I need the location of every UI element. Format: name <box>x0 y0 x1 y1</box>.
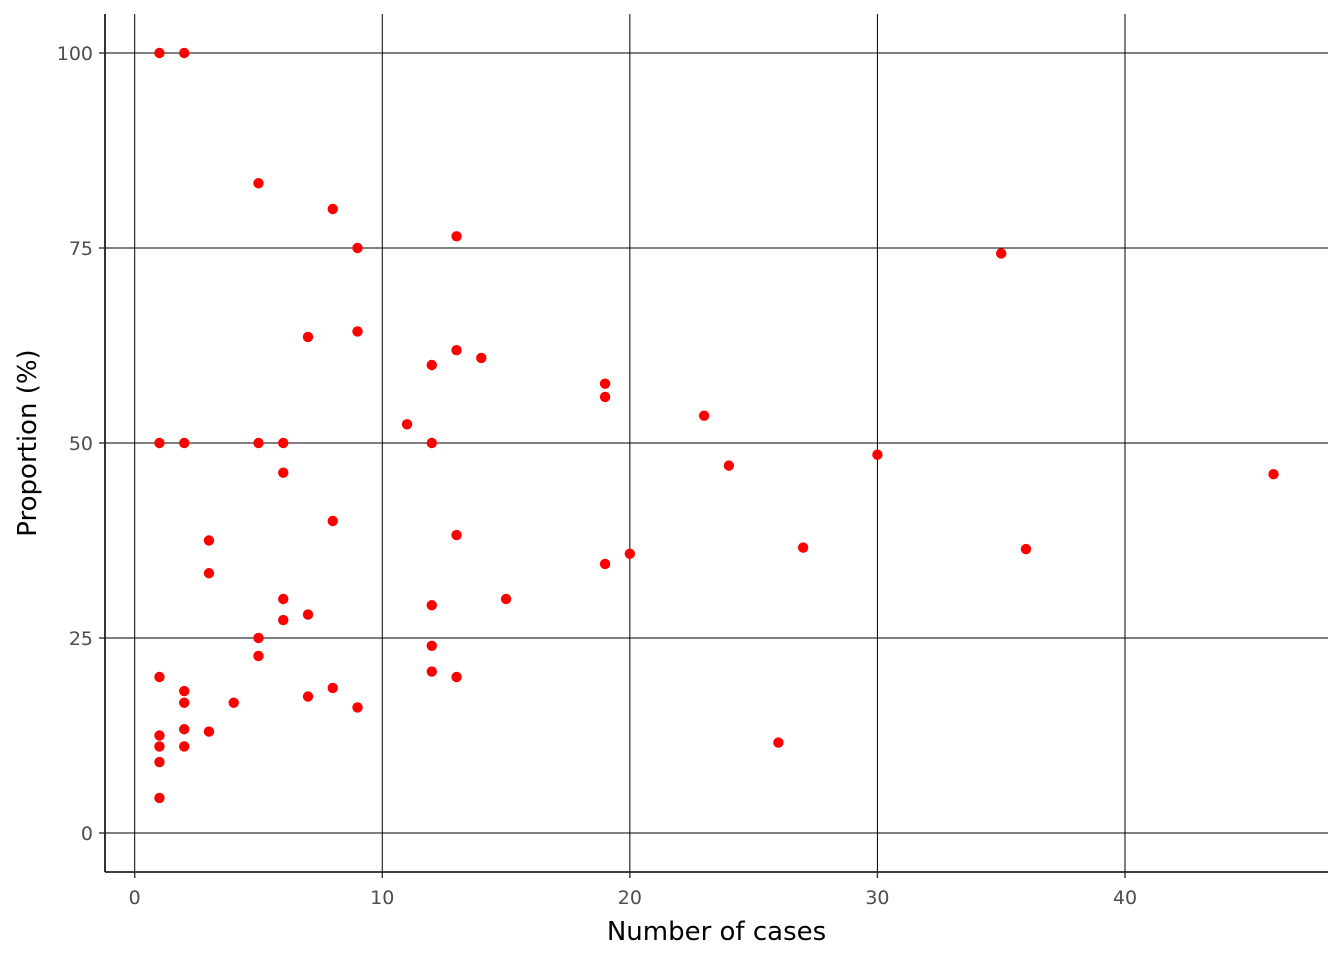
data-point <box>278 593 289 605</box>
data-point <box>426 640 437 651</box>
x-tick-label: 10 <box>370 887 394 909</box>
data-point <box>327 515 338 527</box>
tick-labels: 0 10 20 30 40 0 25 50 75 100 <box>57 43 1137 909</box>
data-point <box>179 697 190 708</box>
data-point <box>476 352 487 364</box>
data-point <box>302 691 314 702</box>
data-point <box>426 666 437 677</box>
data-point <box>327 203 338 215</box>
data-point <box>698 410 710 421</box>
x-axis-title: Number of cases <box>607 917 826 947</box>
data-point <box>154 671 165 683</box>
data-point <box>451 671 462 683</box>
data-point <box>203 726 215 737</box>
data-point <box>872 449 883 460</box>
grid-lines <box>105 14 1328 872</box>
data-point <box>500 593 512 605</box>
data-point <box>154 792 165 804</box>
data-point <box>253 178 264 189</box>
data-point <box>302 609 314 620</box>
data-point <box>203 535 215 546</box>
data-point <box>426 600 437 611</box>
data-point <box>401 419 413 430</box>
data-point <box>154 47 165 59</box>
data-point <box>426 437 437 449</box>
data-point <box>352 702 363 713</box>
data-point <box>451 529 462 541</box>
data-point <box>278 437 289 449</box>
data-point <box>1020 543 1032 555</box>
data-point <box>599 391 611 403</box>
data-point <box>723 460 735 471</box>
y-axis-title: Proportion (%) <box>13 349 43 536</box>
data-point <box>154 741 165 752</box>
data-point <box>451 231 462 242</box>
data-point <box>327 682 338 694</box>
data-point <box>599 378 611 389</box>
data-point <box>253 632 264 644</box>
data-point <box>302 331 314 343</box>
x-tick-label: 20 <box>618 887 642 909</box>
x-tick-label: 0 <box>129 887 141 909</box>
data-point <box>599 558 611 570</box>
data-point <box>278 467 289 478</box>
data-point <box>996 248 1007 259</box>
data-point <box>773 737 784 748</box>
data-point <box>451 344 462 356</box>
x-tick-label: 40 <box>1113 887 1137 909</box>
data-point <box>253 437 264 449</box>
y-tick-label: 0 <box>81 823 93 845</box>
data-points <box>154 47 1279 804</box>
data-point <box>278 614 289 626</box>
y-tick-label: 75 <box>69 238 93 260</box>
y-tick-label: 100 <box>57 43 93 65</box>
data-point <box>426 359 437 371</box>
data-point <box>179 47 190 59</box>
data-point <box>352 326 363 337</box>
data-point <box>228 697 239 708</box>
data-point <box>179 724 190 735</box>
data-point <box>154 756 165 768</box>
y-tick-label: 50 <box>69 433 93 455</box>
data-point <box>797 542 809 553</box>
x-tick-label: 30 <box>865 887 889 909</box>
data-point <box>203 568 215 579</box>
axes <box>99 14 1328 878</box>
data-point <box>352 242 363 254</box>
y-tick-label: 25 <box>69 628 93 650</box>
data-point <box>624 548 636 559</box>
data-point <box>253 650 264 662</box>
data-point <box>179 741 190 752</box>
data-point <box>179 437 190 449</box>
data-point <box>1268 469 1279 480</box>
data-point <box>179 685 190 697</box>
data-point <box>154 730 165 741</box>
data-point <box>154 437 165 449</box>
